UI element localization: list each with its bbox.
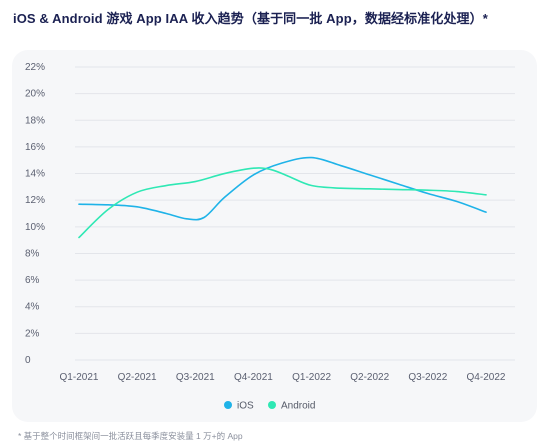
grid-lines (75, 66, 515, 361)
x-tick-label: Q3-2022 (408, 372, 447, 383)
footnote: * 基于整个时间框架间一批活跃且每季度安装量 1 万+的 App (18, 431, 243, 441)
legend-label-ios: iOS (237, 401, 254, 412)
series-line-ios (78, 156, 487, 221)
legend-marker-android (268, 401, 276, 409)
series-lines (78, 156, 487, 239)
series-line-android (78, 167, 487, 239)
legend-marker-ios (224, 401, 232, 409)
y-axis-ticks: 0 2% 4% 6% 8% 10% 12% 14% 16% 18% 20% 22% (25, 62, 45, 366)
y-tick-label: 4% (25, 302, 40, 313)
legend: iOS Android (224, 401, 315, 412)
y-tick-label: 2% (25, 328, 40, 339)
x-tick-label: Q2-2021 (118, 372, 157, 383)
x-tick-label: Q1-2021 (60, 372, 99, 383)
y-tick-label: 6% (25, 275, 40, 286)
x-tick-label: Q4-2022 (467, 372, 506, 383)
x-axis-ticks: Q1-2021 Q2-2021 Q3-2021 Q4-2021 Q1-2022 Q2-20… (60, 372, 506, 383)
y-tick-label: 8% (25, 248, 40, 259)
y-tick-label: 16% (25, 142, 45, 153)
x-tick-label: Q3-2021 (176, 372, 215, 383)
y-tick-label: 14% (25, 169, 45, 180)
y-tick-label: 10% (25, 222, 45, 233)
y-tick-label: 0 (25, 355, 31, 366)
x-tick-label: Q2-2022 (350, 372, 389, 383)
legend-label-android: Android (281, 401, 315, 412)
chart-title: iOS & Android 游戏 App IAA 收入趋势（基于同一批 App，… (13, 11, 488, 26)
x-tick-label: Q1-2022 (292, 372, 331, 383)
y-tick-label: 22% (25, 62, 45, 73)
y-tick-label: 18% (25, 115, 45, 126)
y-tick-label: 12% (25, 195, 45, 206)
x-tick-label: Q4-2021 (234, 372, 273, 383)
y-tick-label: 20% (25, 89, 45, 100)
